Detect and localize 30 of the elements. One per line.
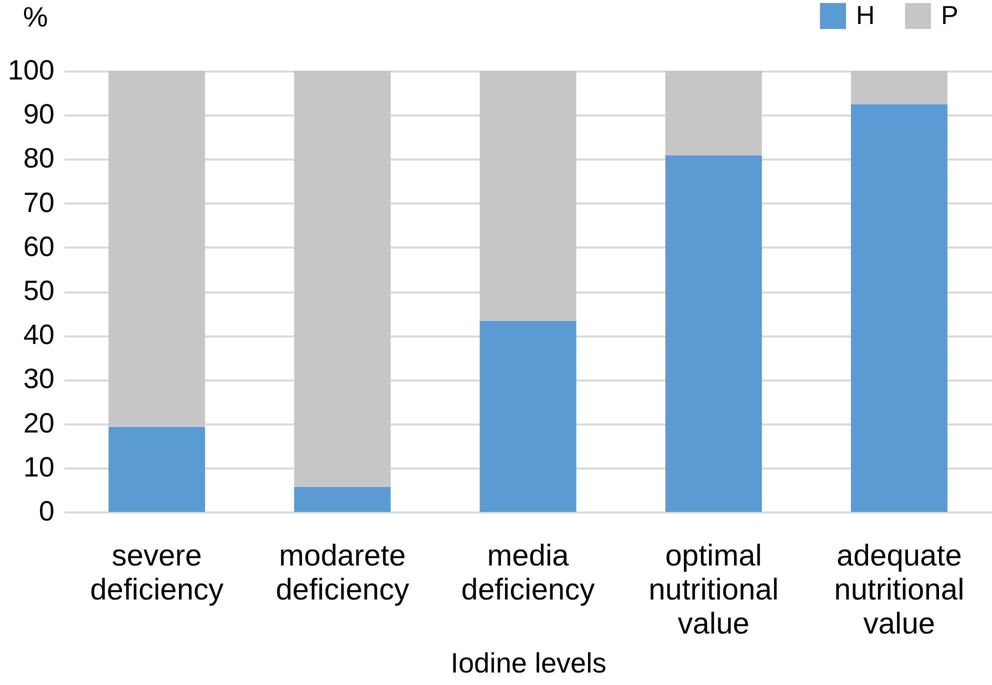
bar: [294, 486, 391, 512]
x-tick-label: adequate nutritional value: [834, 540, 964, 640]
y-tick-label: 20: [23, 407, 54, 438]
legend-label: P: [941, 0, 958, 30]
y-tick-label: 70: [23, 186, 54, 218]
x-axis-title: Iodine levels: [450, 648, 606, 678]
x-tick-label: media deficiency: [461, 540, 595, 606]
bar: [665, 71, 762, 156]
y-tick-label: 50: [23, 275, 54, 306]
legend-label: H: [856, 0, 875, 30]
x-tick-label: optimal nutritional value: [648, 540, 779, 640]
bar: [480, 71, 576, 322]
y-tick-label: 80: [23, 142, 54, 174]
y-tick-label: 90: [23, 98, 54, 130]
bar: [665, 155, 762, 512]
y-tick-label: 0: [38, 496, 54, 526]
y-axis-title: %: [23, 2, 48, 32]
y-tick-label: 10: [23, 451, 54, 482]
y-tick-label: 30: [23, 363, 54, 394]
bar: [850, 71, 948, 104]
bar: [108, 71, 206, 427]
x-tick-label: severe deficiency: [90, 540, 224, 606]
bar: [850, 104, 948, 512]
y-tick-label: 60: [23, 230, 54, 262]
bar: [108, 426, 206, 512]
bar: [480, 321, 576, 512]
y-tick-label: 100: [8, 54, 54, 86]
y-tick-label: 40: [23, 319, 54, 350]
bar: [294, 71, 391, 487]
x-tick-label: modarete deficiency: [276, 540, 410, 606]
